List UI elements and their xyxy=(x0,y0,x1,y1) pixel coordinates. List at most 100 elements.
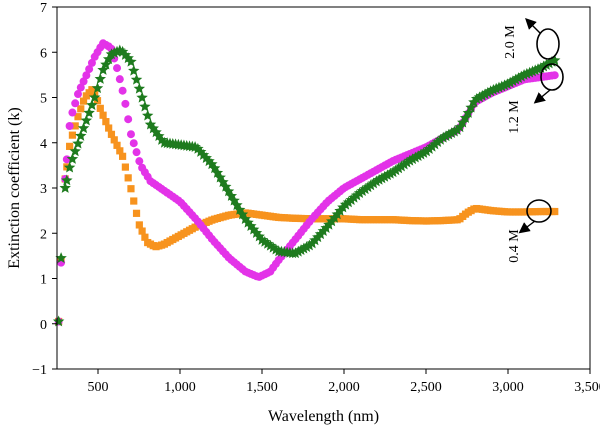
data-point-star xyxy=(429,138,441,150)
data-point-square xyxy=(79,97,88,105)
data-point-square xyxy=(551,207,559,216)
ellipse-2p0M xyxy=(536,28,560,60)
data-point-star xyxy=(61,174,73,186)
data-point-star xyxy=(376,172,388,184)
data-point-star xyxy=(515,70,527,82)
y-tick-label: 3 xyxy=(40,182,47,197)
data-point-star xyxy=(448,125,461,137)
data-point-circle xyxy=(115,75,124,84)
data-point-star xyxy=(465,101,477,113)
data-point-star xyxy=(59,182,71,193)
axes: 500 1,000 1,500 2,000 2,500 3,000 3,500 −1 0 1 2 3 4… xyxy=(6,1,600,425)
data-point-star xyxy=(537,60,550,72)
data-point-star xyxy=(434,133,447,145)
data-point-star xyxy=(63,161,76,173)
x-tick-label: 500 xyxy=(88,380,109,395)
y-tick-label: 0 xyxy=(40,318,47,333)
data-point-star xyxy=(443,128,455,140)
data-point-star xyxy=(353,187,366,199)
data-point-star xyxy=(415,148,427,160)
data-point-star xyxy=(476,89,488,101)
data-point-star xyxy=(412,150,424,161)
data-point-star xyxy=(367,177,380,189)
arrow-0p4M xyxy=(518,220,536,234)
arrow-2p0M xyxy=(525,18,541,34)
data-point-square xyxy=(77,105,85,113)
data-point-circle xyxy=(87,58,96,67)
data-point-square xyxy=(68,131,77,139)
data-point-star xyxy=(390,164,402,176)
data-point-square xyxy=(135,221,143,229)
data-point-square xyxy=(99,111,107,119)
data-point-star xyxy=(510,73,522,85)
data-point-star xyxy=(303,239,316,251)
data-point-star xyxy=(504,76,516,88)
data-point-star xyxy=(128,64,140,76)
data-point-star xyxy=(462,107,475,118)
data-point-circle xyxy=(132,148,141,157)
data-point-star xyxy=(298,242,310,254)
data-point-circle xyxy=(118,86,127,95)
data-point-star xyxy=(409,151,422,163)
data-point-star xyxy=(83,106,95,118)
data-point-square xyxy=(132,209,141,217)
data-point-square xyxy=(121,163,129,171)
series-circle xyxy=(54,39,559,326)
ellipse-0p4M xyxy=(526,199,552,223)
data-point-star xyxy=(69,145,81,157)
data-point-star xyxy=(72,137,84,149)
annotations: 0.4 M 1.2 M 2.0 M xyxy=(503,18,564,263)
arrow-1p2M xyxy=(533,89,551,104)
data-point-star xyxy=(387,166,399,178)
data-point-circle xyxy=(68,108,77,117)
data-point-star xyxy=(141,109,154,121)
annotation-label: 0.4 M xyxy=(507,229,522,263)
data-point-star xyxy=(139,100,151,112)
data-point-circle xyxy=(550,71,559,80)
x-tick-label: 3,500 xyxy=(574,380,600,395)
data-point-star xyxy=(359,183,371,195)
data-point-star xyxy=(373,173,385,185)
data-point-square xyxy=(130,197,138,205)
data-point-star xyxy=(342,196,355,208)
data-point-star xyxy=(445,127,458,139)
data-point-star xyxy=(437,131,449,143)
data-point-circle xyxy=(124,115,133,124)
data-point-star xyxy=(55,252,67,263)
data-point-circle xyxy=(82,71,91,80)
data-point-circle xyxy=(135,157,144,166)
y-tick-label: 2 xyxy=(40,227,47,242)
data-point-star xyxy=(440,130,452,142)
data-point-square xyxy=(105,124,113,132)
annotation-label: 2.0 M xyxy=(503,25,518,59)
data-point-circle xyxy=(126,130,135,139)
plot-frame xyxy=(56,6,591,370)
data-point-square xyxy=(138,227,146,235)
data-point-star xyxy=(75,129,87,141)
plot-marks xyxy=(52,39,561,327)
data-point-star xyxy=(133,82,146,94)
y-tick-label: 5 xyxy=(40,92,47,107)
data-point-star xyxy=(362,181,374,193)
data-point-star xyxy=(86,99,98,111)
data-point-star xyxy=(80,114,93,126)
data-point-star xyxy=(535,62,547,73)
data-point-star xyxy=(404,154,416,166)
data-point-star xyxy=(125,55,137,67)
data-point-star xyxy=(431,136,444,148)
data-point-star xyxy=(406,153,419,165)
y-tick-label: 7 xyxy=(40,1,47,16)
y-tick-label: −1 xyxy=(32,363,47,378)
data-point-star xyxy=(77,122,90,134)
data-point-circle xyxy=(76,83,85,92)
data-point-square xyxy=(127,185,135,193)
data-point-star xyxy=(94,73,106,84)
data-point-star xyxy=(105,48,118,60)
data-point-star xyxy=(348,191,360,203)
data-point-circle xyxy=(73,90,82,99)
data-point-square xyxy=(71,122,79,130)
data-point-square xyxy=(107,130,116,138)
data-point-star xyxy=(420,145,433,157)
data-point-star xyxy=(100,58,112,70)
data-point-square xyxy=(113,141,121,149)
